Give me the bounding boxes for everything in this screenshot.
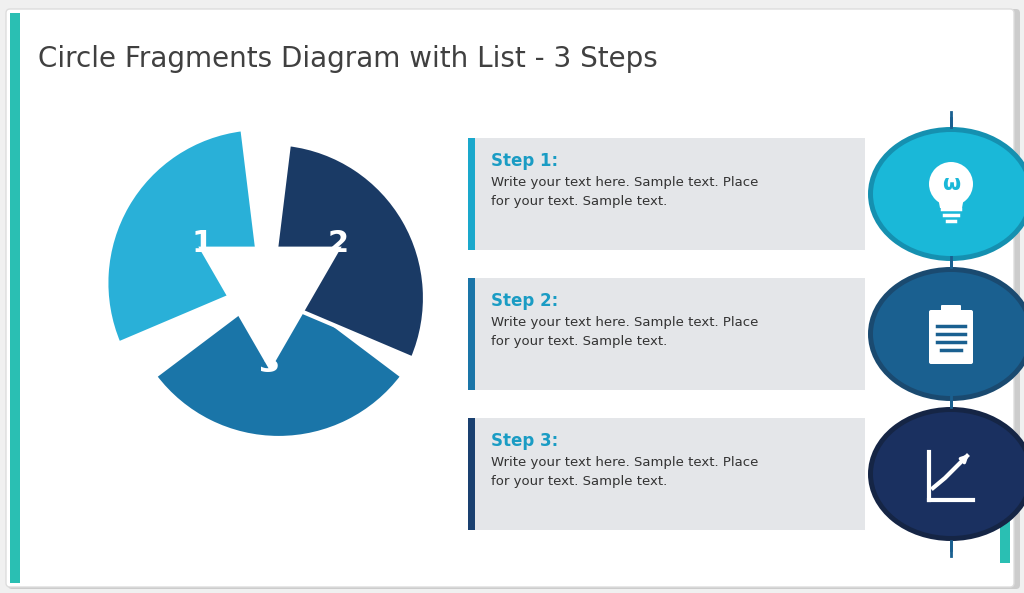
Wedge shape <box>155 283 402 438</box>
Text: Write your text here. Sample text. Place
for your text. Sample text.: Write your text here. Sample text. Place… <box>490 456 759 488</box>
Bar <box>475 278 865 390</box>
Text: Write your text here. Sample text. Place
for your text. Sample text.: Write your text here. Sample text. Place… <box>490 176 759 208</box>
Bar <box>475 418 865 530</box>
Wedge shape <box>270 144 425 359</box>
Circle shape <box>929 162 973 206</box>
Text: ω: ω <box>942 174 961 194</box>
Ellipse shape <box>868 267 1024 401</box>
Polygon shape <box>937 192 965 208</box>
FancyBboxPatch shape <box>941 305 961 317</box>
Text: Step 1:: Step 1: <box>490 152 558 170</box>
Polygon shape <box>201 248 339 368</box>
Ellipse shape <box>868 127 1024 261</box>
Bar <box>475 138 865 250</box>
Text: 3: 3 <box>259 349 281 378</box>
Bar <box>468 138 475 250</box>
FancyBboxPatch shape <box>6 9 1014 587</box>
Ellipse shape <box>873 132 1024 256</box>
Bar <box>10 13 20 583</box>
Text: Circle Fragments Diagram with List - 3 Steps: Circle Fragments Diagram with List - 3 S… <box>38 45 657 73</box>
Ellipse shape <box>873 412 1024 536</box>
Text: 2: 2 <box>328 228 348 257</box>
Text: Step 2:: Step 2: <box>490 292 558 310</box>
FancyBboxPatch shape <box>929 310 973 364</box>
Ellipse shape <box>873 272 1024 396</box>
Text: Write your text here. Sample text. Place
for your text. Sample text.: Write your text here. Sample text. Place… <box>490 316 759 348</box>
Bar <box>468 418 475 530</box>
Polygon shape <box>220 259 321 346</box>
FancyBboxPatch shape <box>8 9 1020 589</box>
Ellipse shape <box>868 407 1024 541</box>
Text: Step 3:: Step 3: <box>490 432 558 450</box>
Text: 1: 1 <box>191 228 213 257</box>
Bar <box>468 278 475 390</box>
Bar <box>1000 513 1010 563</box>
Wedge shape <box>106 129 261 343</box>
